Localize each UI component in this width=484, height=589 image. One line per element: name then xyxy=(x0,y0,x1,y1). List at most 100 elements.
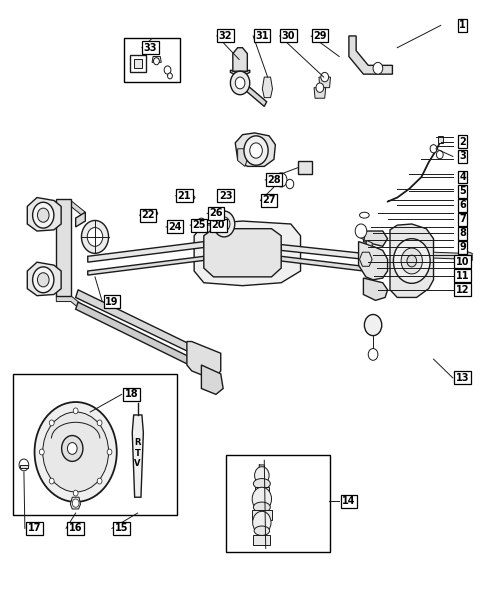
Circle shape xyxy=(43,412,108,492)
Circle shape xyxy=(72,499,79,507)
Bar xyxy=(124,38,179,82)
Circle shape xyxy=(174,220,182,230)
Circle shape xyxy=(32,202,54,228)
Circle shape xyxy=(243,136,268,166)
Circle shape xyxy=(49,420,54,426)
Circle shape xyxy=(81,220,108,253)
Text: 8: 8 xyxy=(458,229,465,239)
Text: 1: 1 xyxy=(458,21,465,31)
Circle shape xyxy=(354,224,366,238)
Circle shape xyxy=(73,490,78,496)
Polygon shape xyxy=(150,209,158,218)
Circle shape xyxy=(167,73,172,79)
Polygon shape xyxy=(201,365,223,395)
Text: 26: 26 xyxy=(209,209,222,219)
Text: 4: 4 xyxy=(458,172,465,182)
Circle shape xyxy=(316,83,323,92)
Polygon shape xyxy=(194,221,300,286)
Bar xyxy=(225,455,329,552)
Circle shape xyxy=(252,511,271,534)
Circle shape xyxy=(372,62,382,74)
Polygon shape xyxy=(438,136,442,143)
Text: 10: 10 xyxy=(455,257,469,267)
Ellipse shape xyxy=(254,526,269,535)
Polygon shape xyxy=(359,252,371,266)
Polygon shape xyxy=(76,302,194,366)
Circle shape xyxy=(107,449,112,455)
Text: 29: 29 xyxy=(313,31,326,41)
Circle shape xyxy=(213,211,234,237)
Text: 30: 30 xyxy=(281,31,295,41)
Polygon shape xyxy=(463,250,471,262)
Text: 27: 27 xyxy=(262,196,275,206)
Polygon shape xyxy=(132,415,143,497)
Text: 17: 17 xyxy=(28,524,41,534)
Text: 11: 11 xyxy=(455,271,469,281)
Circle shape xyxy=(97,420,102,426)
Bar xyxy=(56,198,71,296)
Circle shape xyxy=(32,267,54,293)
Polygon shape xyxy=(88,256,203,275)
Polygon shape xyxy=(76,290,194,353)
Polygon shape xyxy=(237,149,247,167)
Bar xyxy=(252,510,271,519)
Bar xyxy=(298,161,311,174)
Circle shape xyxy=(73,408,78,414)
Circle shape xyxy=(19,459,29,471)
Circle shape xyxy=(153,58,159,65)
Text: 9: 9 xyxy=(458,243,465,253)
Text: R
T
V: R T V xyxy=(134,438,140,468)
Circle shape xyxy=(87,227,103,246)
Ellipse shape xyxy=(359,212,368,218)
Polygon shape xyxy=(348,36,392,74)
Circle shape xyxy=(197,218,205,227)
Circle shape xyxy=(49,478,54,484)
Circle shape xyxy=(367,349,377,360)
Circle shape xyxy=(34,402,117,502)
Circle shape xyxy=(252,487,271,511)
Circle shape xyxy=(39,449,44,455)
Circle shape xyxy=(67,442,77,454)
Text: 14: 14 xyxy=(341,497,355,507)
Polygon shape xyxy=(27,197,61,231)
Polygon shape xyxy=(314,88,325,98)
Ellipse shape xyxy=(253,479,270,489)
Text: 22: 22 xyxy=(141,210,154,220)
Text: 6: 6 xyxy=(458,200,465,210)
Text: 15: 15 xyxy=(115,524,128,534)
Circle shape xyxy=(37,273,49,287)
Polygon shape xyxy=(258,465,265,472)
Text: 20: 20 xyxy=(211,220,225,230)
Bar xyxy=(13,374,177,515)
Text: 31: 31 xyxy=(255,31,268,41)
Bar xyxy=(130,55,146,72)
Polygon shape xyxy=(244,85,266,107)
Circle shape xyxy=(218,217,229,231)
Ellipse shape xyxy=(253,502,270,512)
Circle shape xyxy=(97,478,102,484)
Circle shape xyxy=(230,71,249,95)
Text: 13: 13 xyxy=(455,373,469,383)
Text: 24: 24 xyxy=(167,222,181,232)
Circle shape xyxy=(254,466,269,484)
Polygon shape xyxy=(358,241,387,280)
Polygon shape xyxy=(184,193,195,201)
Polygon shape xyxy=(152,57,161,62)
Circle shape xyxy=(436,151,442,159)
Polygon shape xyxy=(365,240,371,246)
Text: 7: 7 xyxy=(458,214,465,224)
Polygon shape xyxy=(56,296,85,313)
Circle shape xyxy=(164,66,170,74)
Circle shape xyxy=(37,208,49,222)
Polygon shape xyxy=(363,231,387,246)
Polygon shape xyxy=(281,256,363,271)
Text: 2: 2 xyxy=(458,137,465,147)
Polygon shape xyxy=(235,133,275,167)
Polygon shape xyxy=(230,70,249,77)
Polygon shape xyxy=(281,244,363,259)
Polygon shape xyxy=(203,229,281,277)
Text: 19: 19 xyxy=(105,296,119,306)
Circle shape xyxy=(61,435,83,461)
Text: 25: 25 xyxy=(192,220,205,230)
Circle shape xyxy=(249,143,262,158)
